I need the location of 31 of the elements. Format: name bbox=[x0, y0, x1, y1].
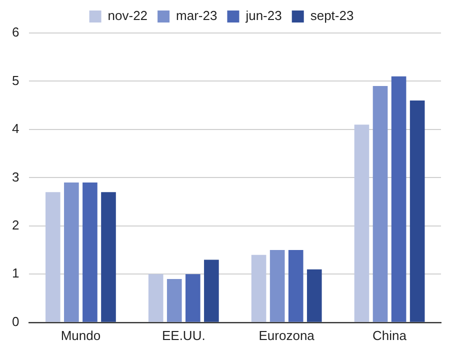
x-tick-label: China bbox=[372, 328, 408, 343]
bar bbox=[45, 192, 60, 322]
bar bbox=[270, 250, 285, 322]
bar bbox=[204, 260, 219, 322]
y-tick-label: 2 bbox=[12, 218, 20, 233]
y-tick-label: 4 bbox=[12, 121, 20, 136]
bar bbox=[354, 124, 370, 322]
bar bbox=[306, 269, 322, 322]
bar bbox=[391, 76, 406, 322]
bar bbox=[410, 100, 425, 322]
y-tick-label: 6 bbox=[12, 24, 20, 40]
bar bbox=[251, 254, 266, 322]
x-tick-label: Eurozona bbox=[258, 328, 316, 343]
bar bbox=[64, 182, 79, 322]
y-tick-label: 1 bbox=[12, 266, 20, 281]
bar bbox=[166, 278, 182, 322]
legend-label: jun-23 bbox=[244, 8, 282, 24]
bar bbox=[101, 192, 116, 322]
x-tick-label: Mundo bbox=[60, 328, 101, 343]
y-tick-label: 3 bbox=[12, 169, 20, 184]
legend-label: sept-23 bbox=[310, 8, 354, 24]
y-tick-label: 5 bbox=[12, 72, 20, 88]
legend-label: mar-23 bbox=[176, 8, 218, 24]
bar bbox=[82, 182, 98, 322]
bar bbox=[185, 274, 200, 322]
bar bbox=[288, 250, 304, 322]
bar bbox=[372, 86, 388, 322]
y-tick-label: 0 bbox=[12, 314, 20, 329]
legend-label: nov-22 bbox=[108, 8, 148, 24]
x-tick-label: EE.UU. bbox=[162, 328, 206, 343]
bar bbox=[148, 274, 164, 322]
